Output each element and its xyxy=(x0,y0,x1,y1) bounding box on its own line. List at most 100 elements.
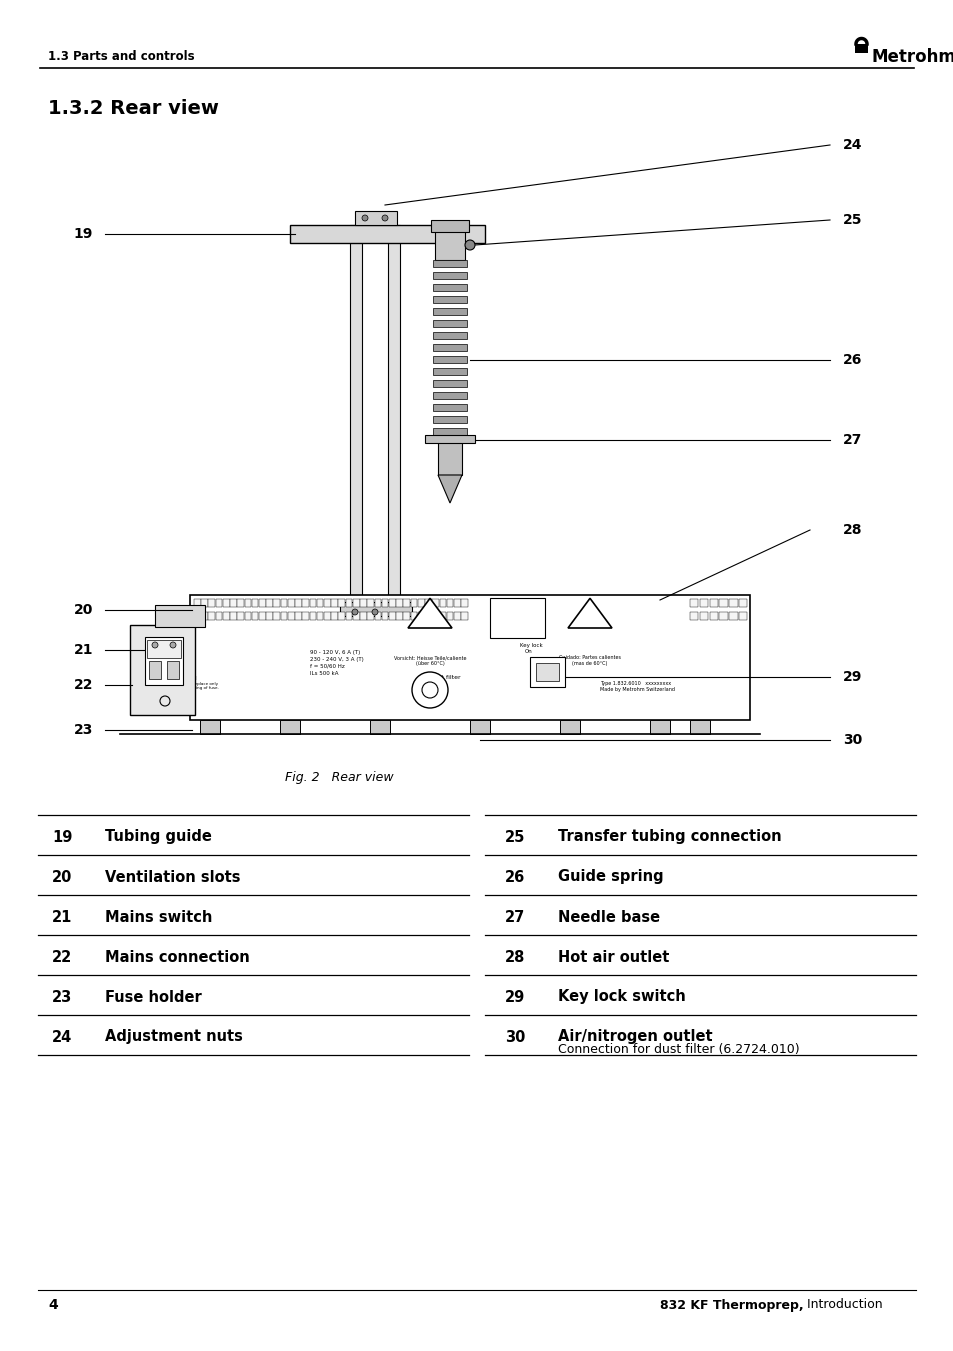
Bar xyxy=(193,598,200,607)
Bar xyxy=(353,612,359,620)
Circle shape xyxy=(361,215,368,222)
Bar xyxy=(190,594,749,720)
Text: 19: 19 xyxy=(52,830,72,844)
Bar xyxy=(208,612,214,620)
Bar xyxy=(739,598,747,607)
Bar xyxy=(536,663,558,681)
Bar xyxy=(167,661,179,680)
Bar xyxy=(689,720,709,734)
Text: Connection for dust filter (6.2724.010): Connection for dust filter (6.2724.010) xyxy=(558,1043,799,1056)
Text: Vorsicht: Heisse Teile/caliente: Vorsicht: Heisse Teile/caliente xyxy=(394,655,466,661)
Text: Type 1.832.6010   xxxxxxxxx: Type 1.832.6010 xxxxxxxxx xyxy=(599,681,670,686)
Text: ILs 500 kA: ILs 500 kA xyxy=(310,671,338,676)
Bar xyxy=(360,598,366,607)
Bar xyxy=(200,720,220,734)
Bar xyxy=(290,226,484,243)
Bar xyxy=(403,612,410,620)
Bar xyxy=(432,612,438,620)
Bar xyxy=(446,598,453,607)
Bar xyxy=(310,612,315,620)
Bar xyxy=(215,598,222,607)
Bar xyxy=(403,598,410,607)
Bar xyxy=(433,272,467,280)
Bar xyxy=(381,612,388,620)
Text: 29: 29 xyxy=(504,989,525,1005)
Bar xyxy=(435,230,464,259)
Bar xyxy=(433,296,467,303)
Text: 21: 21 xyxy=(73,643,92,657)
Text: Metrohm: Metrohm xyxy=(871,49,953,66)
Bar xyxy=(353,598,359,607)
Bar xyxy=(230,612,236,620)
Bar xyxy=(739,612,747,620)
Text: Inlet filter: Inlet filter xyxy=(430,676,460,680)
Text: (über 60°C): (über 60°C) xyxy=(416,661,444,666)
Text: 90 - 120 V, 6 A (T): 90 - 120 V, 6 A (T) xyxy=(310,650,360,655)
Text: 22: 22 xyxy=(73,678,92,692)
Bar xyxy=(259,598,265,607)
Bar xyxy=(431,220,469,232)
Bar xyxy=(331,598,337,607)
Bar xyxy=(252,598,258,607)
Bar xyxy=(719,598,727,607)
Text: with the same type and rating of fuse.: with the same type and rating of fuse. xyxy=(140,686,218,690)
Text: 28: 28 xyxy=(842,523,862,536)
Text: 20: 20 xyxy=(73,603,92,617)
Bar xyxy=(360,612,366,620)
Text: Key lock switch: Key lock switch xyxy=(558,989,685,1005)
Bar xyxy=(375,598,381,607)
Bar xyxy=(294,598,301,607)
Bar xyxy=(244,612,251,620)
Bar xyxy=(709,598,718,607)
Text: 832 KF Thermoprep,: 832 KF Thermoprep, xyxy=(659,1298,802,1312)
Text: 1.3.2 Rear view: 1.3.2 Rear view xyxy=(48,99,218,118)
Text: !: ! xyxy=(427,616,433,628)
Bar xyxy=(389,598,395,607)
Bar xyxy=(700,612,707,620)
Bar xyxy=(425,612,432,620)
Circle shape xyxy=(421,682,437,698)
Bar xyxy=(147,640,181,658)
Bar xyxy=(433,367,467,376)
Bar xyxy=(316,612,323,620)
Bar xyxy=(433,404,467,411)
Polygon shape xyxy=(437,476,461,503)
Bar xyxy=(490,598,544,638)
Bar xyxy=(215,612,222,620)
Circle shape xyxy=(464,240,475,250)
Circle shape xyxy=(152,642,158,648)
Text: Adjustment nuts: Adjustment nuts xyxy=(105,1029,243,1044)
Text: 23: 23 xyxy=(73,723,92,738)
Bar xyxy=(237,612,244,620)
Circle shape xyxy=(381,215,388,222)
Bar xyxy=(280,720,299,734)
Polygon shape xyxy=(408,598,452,628)
Bar xyxy=(266,598,273,607)
Bar xyxy=(395,612,402,620)
Text: Fuse holder: Fuse holder xyxy=(105,989,201,1005)
Bar xyxy=(854,45,867,53)
Bar xyxy=(223,612,230,620)
Bar xyxy=(530,657,564,688)
Circle shape xyxy=(352,609,357,615)
Bar xyxy=(439,612,446,620)
Text: 28: 28 xyxy=(504,950,525,965)
Text: On: On xyxy=(524,648,532,654)
Bar xyxy=(201,598,208,607)
Text: Ventilation slots: Ventilation slots xyxy=(105,870,240,885)
Bar xyxy=(274,598,280,607)
Text: 23: 23 xyxy=(52,989,72,1005)
Bar xyxy=(350,226,361,611)
Bar xyxy=(310,598,315,607)
Text: (mas de 60°C): (mas de 60°C) xyxy=(572,661,607,666)
Text: Air/nitrogen outlet: Air/nitrogen outlet xyxy=(558,1029,712,1044)
Bar xyxy=(411,612,416,620)
Bar xyxy=(154,605,205,627)
Text: Fig. 2   Rear view: Fig. 2 Rear view xyxy=(285,771,394,785)
Bar xyxy=(324,598,331,607)
Bar xyxy=(649,720,669,734)
Bar xyxy=(237,598,244,607)
Bar xyxy=(230,598,236,607)
Bar xyxy=(370,720,390,734)
Text: 230 - 240 V, 3 A (T): 230 - 240 V, 3 A (T) xyxy=(310,657,363,662)
